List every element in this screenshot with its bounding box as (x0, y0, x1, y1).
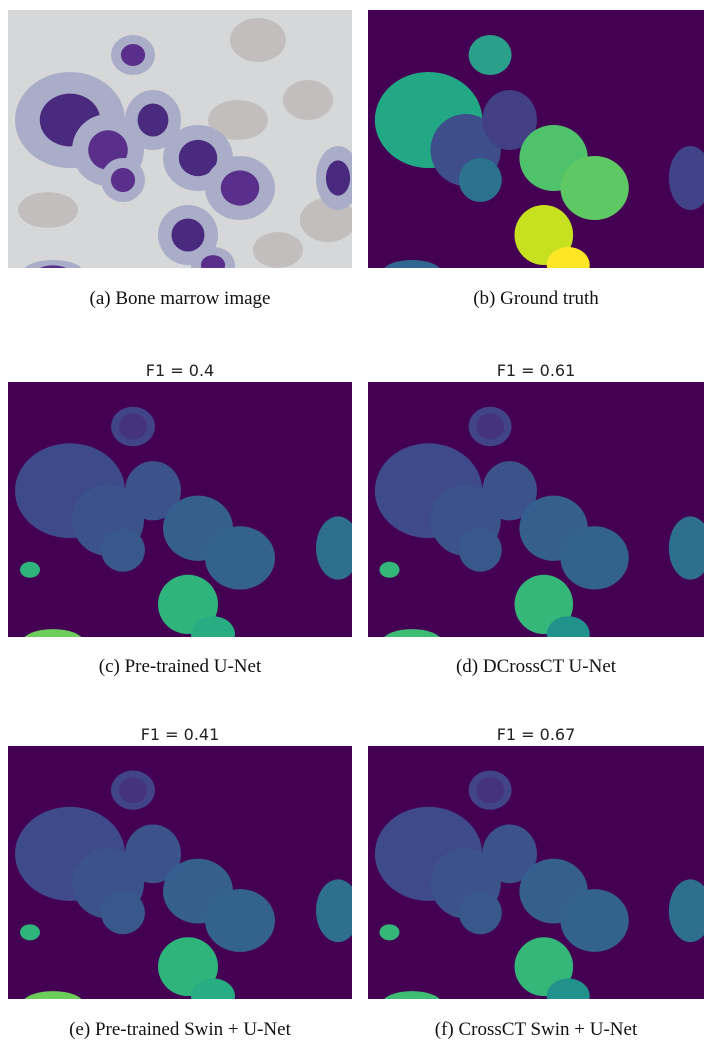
caption: (a) Bone marrow image (90, 288, 271, 309)
caption: (b) Ground truth (473, 288, 599, 309)
panel-title: F1 = 0.41 (141, 725, 220, 744)
caption: (d) DCrossCT U-Net (456, 656, 617, 677)
nucleus (201, 255, 225, 275)
segment (191, 616, 235, 652)
nucleus (221, 170, 260, 205)
segment (379, 924, 399, 940)
nucleus (172, 219, 205, 252)
segment (383, 991, 442, 1015)
caption: (f) CrossCT Swin + U-Net (435, 1019, 638, 1040)
segment (476, 777, 504, 803)
panel-title: F1 = 0.61 (497, 361, 576, 380)
red-cell (253, 232, 303, 268)
red-cell (283, 80, 333, 120)
panel-title: F1 = 0.67 (497, 725, 576, 744)
panel-image (8, 10, 360, 284)
images (8, 10, 704, 1015)
segment (23, 629, 83, 653)
segment (379, 562, 399, 578)
segment (101, 891, 145, 934)
nucleus (138, 104, 169, 137)
nucleus (37, 265, 70, 278)
segment (459, 891, 502, 934)
figure: (a) Bone marrow image (b) Ground truth F… (0, 0, 704, 1046)
segment (316, 516, 360, 579)
nucleus (121, 44, 145, 66)
segment (101, 528, 145, 571)
segment (23, 991, 83, 1015)
segment (205, 526, 275, 589)
nucleus (326, 160, 350, 195)
caption: (e) Pre-trained Swin + U-Net (69, 1019, 291, 1040)
segment (476, 413, 504, 439)
segment (119, 777, 147, 803)
cytoplasm (23, 260, 83, 284)
segment (316, 879, 360, 942)
segment (547, 978, 590, 1013)
segment (20, 924, 40, 940)
panel-image (368, 382, 704, 653)
segment (560, 889, 628, 952)
panel-image (8, 746, 360, 1015)
segment (547, 616, 590, 652)
segment (459, 528, 502, 571)
segment (560, 156, 628, 220)
segment (119, 413, 147, 439)
caption: (c) Pre-trained U-Net (99, 656, 262, 677)
segment (459, 158, 502, 202)
panel-title: F1 = 0.4 (146, 361, 214, 380)
segment (191, 978, 235, 1013)
panel-image (368, 10, 704, 284)
segment (383, 260, 442, 284)
segment (469, 35, 512, 75)
panel-image (8, 382, 360, 653)
nucleus (111, 168, 135, 192)
red-cell (230, 18, 286, 62)
red-cell (18, 192, 78, 228)
segment (383, 629, 442, 653)
segment (20, 562, 40, 578)
segment (547, 247, 590, 283)
panel-image (368, 746, 704, 1015)
segment (205, 889, 275, 952)
segment (560, 526, 628, 589)
